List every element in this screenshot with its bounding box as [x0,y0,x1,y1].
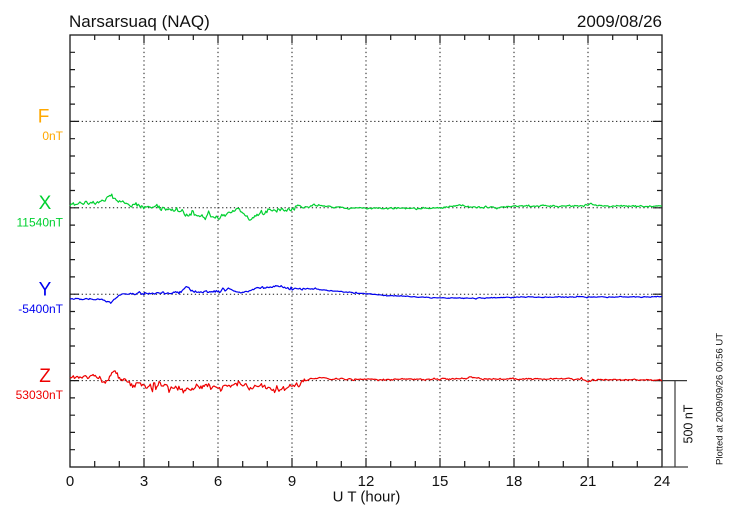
svg-text:F: F [38,107,50,128]
svg-text:53030nT: 53030nT [16,388,64,402]
svg-text:3: 3 [140,473,148,490]
svg-text:0nT: 0nT [42,129,63,143]
svg-text:U T (hour): U T (hour) [333,489,401,506]
svg-text:-5400nT: -5400nT [18,302,63,316]
svg-text:0: 0 [66,473,74,490]
svg-text:500 nT: 500 nT [682,404,696,443]
svg-text:6: 6 [214,473,222,490]
svg-text:12: 12 [358,473,375,490]
svg-text:Plotted at 2009/09/26 00:56 UT: Plotted at 2009/09/26 00:56 UT [715,333,726,465]
svg-text:Z: Z [39,366,51,387]
svg-text:11540nT: 11540nT [17,215,64,229]
svg-text:21: 21 [580,473,597,490]
svg-text:9: 9 [288,473,296,490]
svg-text:X: X [39,193,52,214]
svg-text:Narsarsuaq (NAQ): Narsarsuaq (NAQ) [69,12,210,31]
svg-text:2009/08/26: 2009/08/26 [577,12,662,31]
svg-text:18: 18 [506,473,523,490]
svg-text:24: 24 [654,473,671,490]
svg-text:Y: Y [39,279,52,300]
svg-text:15: 15 [432,473,449,490]
